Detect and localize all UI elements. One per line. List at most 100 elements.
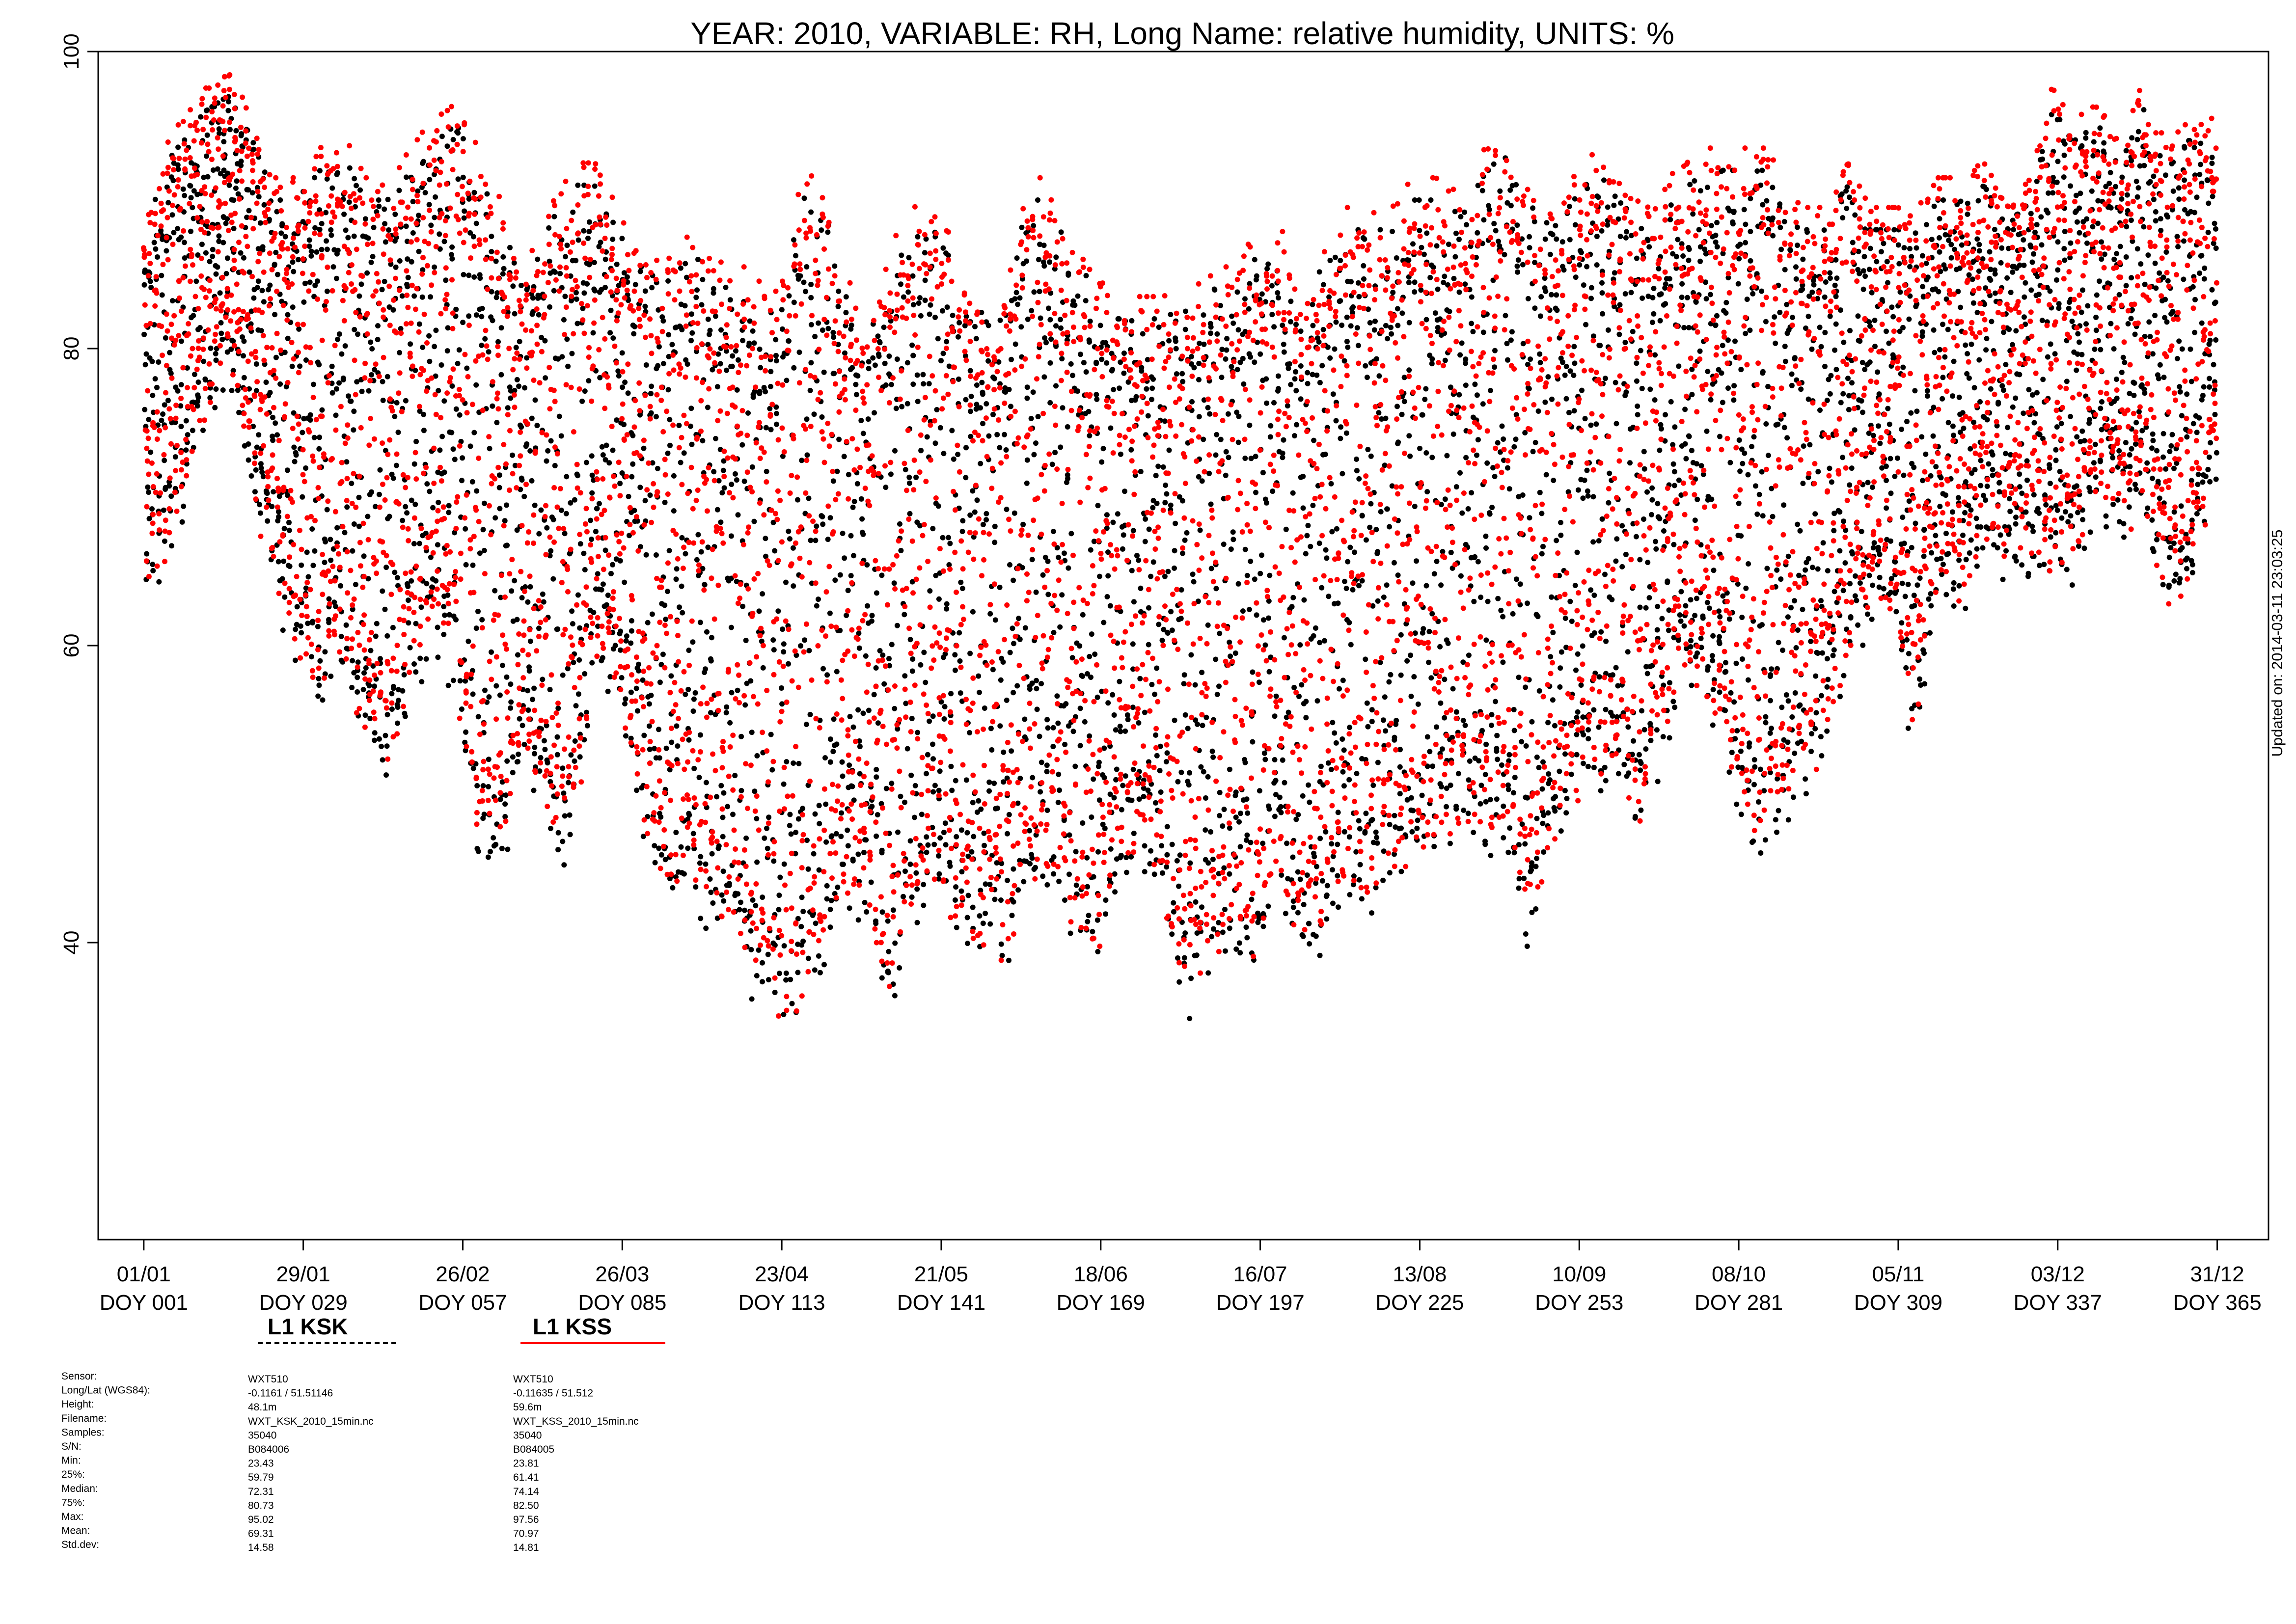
data-point (1158, 789, 1164, 795)
data-point (1599, 290, 1605, 296)
data-point (355, 689, 360, 695)
data-point (400, 517, 406, 523)
data-point (1567, 598, 1573, 604)
data-point (1513, 412, 1519, 418)
data-point (1644, 489, 1650, 495)
data-point (512, 578, 518, 584)
data-point (1399, 310, 1405, 316)
data-point (857, 771, 863, 777)
data-point (1365, 447, 1371, 453)
data-point (1406, 279, 1412, 285)
data-point (1420, 630, 1425, 636)
data-point (856, 645, 862, 651)
data-point (1585, 493, 1591, 499)
data-point (393, 264, 399, 270)
data-point (1069, 655, 1075, 661)
data-point (416, 213, 421, 218)
data-point (519, 723, 525, 729)
data-point (663, 745, 669, 751)
data-point (500, 662, 505, 668)
data-point (1579, 387, 1585, 393)
data-point (620, 384, 626, 390)
data-point (1080, 612, 1086, 618)
data-point (522, 385, 528, 391)
data-point (1004, 507, 1010, 512)
data-point (1083, 298, 1089, 303)
data-point (1689, 392, 1695, 398)
data-point (673, 874, 679, 880)
data-point (362, 216, 368, 222)
data-point (361, 553, 367, 559)
data-point (1434, 243, 1440, 249)
data-point (168, 371, 174, 377)
data-point (276, 514, 282, 520)
data-point (1506, 758, 1512, 764)
data-point (455, 361, 461, 366)
data-point (1075, 293, 1081, 299)
data-point (1834, 599, 1840, 605)
data-point (393, 462, 399, 468)
data-point (1676, 477, 1682, 483)
data-point (1326, 294, 1332, 300)
data-point (1038, 315, 1043, 321)
data-point (890, 907, 896, 913)
data-point (732, 773, 738, 779)
data-point (1398, 868, 1404, 874)
data-point (1663, 281, 1668, 287)
data-point (1319, 363, 1325, 369)
data-point (1634, 378, 1640, 384)
data-point (1111, 387, 1117, 393)
data-point (1565, 489, 1571, 495)
data-point (908, 772, 914, 778)
data-point (1159, 843, 1165, 849)
data-point (1723, 299, 1729, 305)
data-point (1301, 902, 1307, 908)
data-point (1037, 289, 1042, 295)
data-point (1462, 281, 1468, 287)
data-point (1350, 882, 1356, 888)
data-point (1591, 630, 1597, 636)
data-point (499, 779, 505, 785)
data-point (1453, 230, 1459, 236)
data-point (572, 497, 577, 503)
data-point (170, 178, 176, 184)
data-point (147, 278, 153, 284)
data-point (226, 182, 232, 188)
data-point (1641, 516, 1646, 522)
data-point (1253, 489, 1258, 495)
data-point (328, 232, 334, 238)
data-point (1782, 344, 1788, 349)
data-point (347, 398, 353, 404)
data-point (266, 287, 271, 293)
data-point (572, 738, 578, 744)
data-point (1710, 633, 1716, 639)
data-point (1090, 929, 1095, 935)
data-point (982, 705, 987, 711)
data-point (1314, 864, 1319, 869)
data-point (737, 907, 742, 913)
data-point (582, 567, 588, 572)
data-point (1670, 251, 1676, 257)
data-point (667, 442, 673, 448)
data-point (1461, 808, 1467, 813)
data-point (915, 730, 921, 735)
data-point (1323, 547, 1329, 553)
data-point (281, 558, 287, 564)
data-point (411, 293, 417, 299)
data-point (388, 261, 394, 267)
data-point (564, 336, 570, 342)
data-point (1731, 383, 1737, 389)
data-point (979, 379, 985, 385)
data-point (1723, 669, 1729, 675)
data-point (1412, 197, 1418, 203)
data-point (1217, 630, 1223, 636)
data-point (1817, 325, 1823, 330)
data-point (1792, 355, 1798, 361)
data-point (1397, 764, 1403, 770)
data-point (1770, 514, 1776, 519)
data-point (854, 481, 860, 487)
data-point (282, 594, 288, 600)
data-point (1739, 615, 1745, 620)
data-point (1112, 871, 1118, 877)
data-point (725, 804, 731, 810)
